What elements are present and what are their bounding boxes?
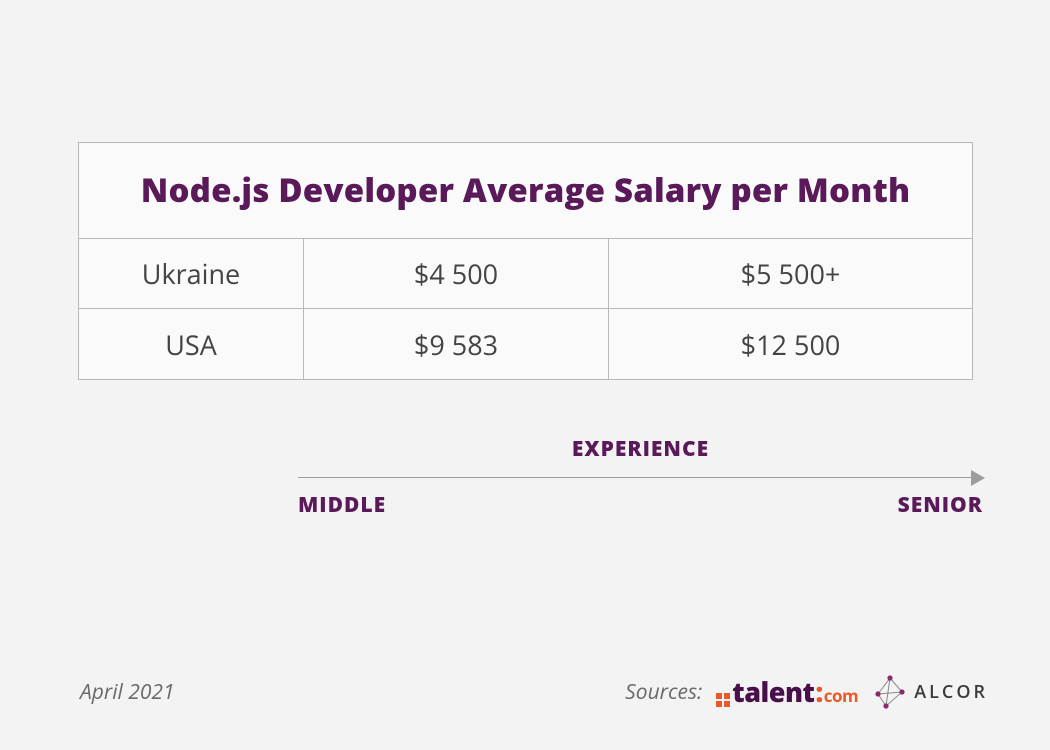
talent-logo: talent:com [716, 673, 858, 710]
alcor-star-icon [872, 674, 908, 710]
cell-middle-salary: $9 583 [304, 309, 609, 379]
cell-senior-salary: $5 500+ [609, 239, 972, 308]
experience-title: EXPERIENCE [298, 435, 983, 463]
experience-axis: EXPERIENCE MIDDLE SENIOR [298, 435, 983, 519]
experience-right-label: SENIOR [898, 491, 983, 519]
salary-table: Node.js Developer Average Salary per Mon… [78, 142, 973, 380]
cell-senior-salary: $12 500 [609, 309, 972, 379]
table-row: USA $9 583 $12 500 [79, 309, 972, 379]
cell-middle-salary: $4 500 [304, 239, 609, 308]
experience-left-label: MIDDLE [298, 491, 386, 519]
alcor-logo: ALCOR [872, 674, 988, 710]
footer: April 2021 Sources: talent:com [80, 673, 988, 710]
alcor-logo-text: ALCOR [914, 680, 988, 704]
cell-country: USA [79, 309, 304, 379]
talent-logo-suffix: com [824, 684, 858, 707]
talent-logo-text: talent [732, 673, 814, 710]
talent-dots-icon [716, 693, 730, 707]
sources-label: Sources: [625, 678, 702, 706]
table-row: Ukraine $4 500 $5 500+ [79, 239, 972, 309]
cell-country: Ukraine [79, 239, 304, 308]
experience-arrow [298, 471, 983, 485]
footer-date: April 2021 [80, 678, 175, 706]
table-title: Node.js Developer Average Salary per Mon… [79, 143, 972, 239]
footer-sources: Sources: talent:com [625, 673, 988, 710]
